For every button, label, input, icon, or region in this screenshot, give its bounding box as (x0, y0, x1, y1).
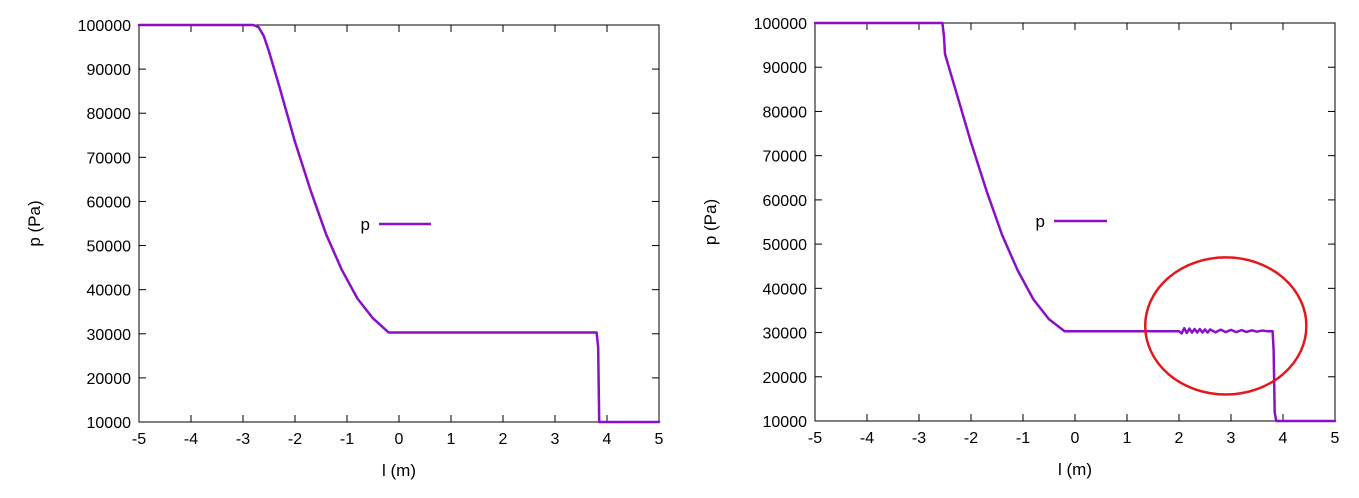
chart-right-x-tick-label: 5 (1331, 430, 1340, 447)
chart-left-y-tick-label: 100000 (78, 18, 131, 35)
chart-right-series-line-p (813, 21, 1337, 423)
chart-left-x-tick-label: 1 (447, 431, 456, 448)
chart-right-y-tick-label: 70000 (763, 149, 808, 166)
chart-left-x-tick-label: -1 (340, 431, 354, 448)
chart-left-x-tick-label: -5 (132, 431, 146, 448)
chart-right-x-tick-label: 4 (1279, 430, 1288, 447)
chart-right-x-tick-label: -4 (860, 430, 874, 447)
chart-left-y-tick-label: 90000 (87, 62, 132, 79)
chart-right-x-tick-label: -2 (964, 430, 978, 447)
chart-left-x-tick-label: -3 (236, 431, 250, 448)
chart-left-y-tick-label: 80000 (87, 106, 132, 123)
chart-right-x-tick-label: 1 (1123, 430, 1132, 447)
chart-right-y-tick-label: 100000 (754, 16, 807, 33)
chart-right-x-tick-label: 0 (1071, 430, 1080, 447)
chart-right-y-tick-label: 10000 (763, 414, 808, 431)
chart-left-y-tick-label: 50000 (87, 239, 132, 256)
chart-right-y-tick-label: 40000 (763, 281, 808, 298)
chart-right-y-tick-label: 30000 (763, 326, 808, 343)
chart-right-x-axis-title: l (m) (1058, 460, 1092, 479)
chart-left-y-tick-label: 60000 (87, 194, 132, 211)
chart-left-x-tick-label: 0 (395, 431, 404, 448)
chart-right-x-tick-label: 2 (1175, 430, 1184, 447)
chart-right-x-tick-label: 3 (1227, 430, 1236, 447)
chart-left-x-tick-label: 4 (603, 431, 612, 448)
chart-right-y-tick-label: 80000 (763, 104, 808, 121)
chart-right-x-tick-label: -1 (1016, 430, 1030, 447)
chart-left-y-tick-label: 30000 (87, 327, 132, 344)
chart-right-legend-label: p (1036, 212, 1045, 231)
chart-left-y-axis-title: p (Pa) (25, 200, 44, 246)
chart-right-y-tick-label: 90000 (763, 60, 808, 77)
chart-left-series-line-p (137, 23, 661, 424)
chart-right-highlight-ellipse (1143, 256, 1308, 396)
chart-left-x-tick-label: 5 (655, 431, 664, 448)
chart-left-y-tick-label: 40000 (87, 283, 132, 300)
chart-left-x-tick-label: 2 (499, 431, 508, 448)
chart-left-y-tick-label: 20000 (87, 371, 132, 388)
chart-left-y-tick-label: 10000 (87, 415, 132, 432)
chart-left-x-axis-title: l (m) (382, 461, 416, 480)
chart-right-x-tick-label: -3 (912, 430, 926, 447)
chart-left-y-tick-label: 70000 (87, 150, 132, 167)
chart-left-legend-label: p (361, 215, 370, 234)
chart-right-y-tick-label: 50000 (763, 237, 808, 254)
chart-right-y-tick-label: 60000 (763, 193, 808, 210)
chart-left-svg: -5 -4 -3 -2 -1 0 1 2 3 4 5 10000 20000 30000 40000 5000… (25, 18, 664, 480)
chart-left: -5 -4 -3 -2 -1 0 1 2 3 4 5 10000 20000 30000 40000 5000… (0, 0, 680, 493)
chart-right-y-axis-title: p (Pa) (701, 199, 720, 245)
chart-left-x-tick-label: 3 (551, 431, 560, 448)
chart-right: -5 -4 -3 -2 -1 0 1 2 3 4 5 10000 20000 30000 40000 5000… (680, 0, 1359, 493)
chart-left-x-tick-label: -4 (184, 431, 198, 448)
chart-right-svg: -5 -4 -3 -2 -1 0 1 2 3 4 5 10000 20000 30000 40000 5000… (701, 16, 1340, 479)
chart-right-y-tick-label: 20000 (763, 370, 808, 387)
chart-left-x-tick-label: -2 (288, 431, 302, 448)
chart-right-x-tick-label: -5 (808, 430, 822, 447)
